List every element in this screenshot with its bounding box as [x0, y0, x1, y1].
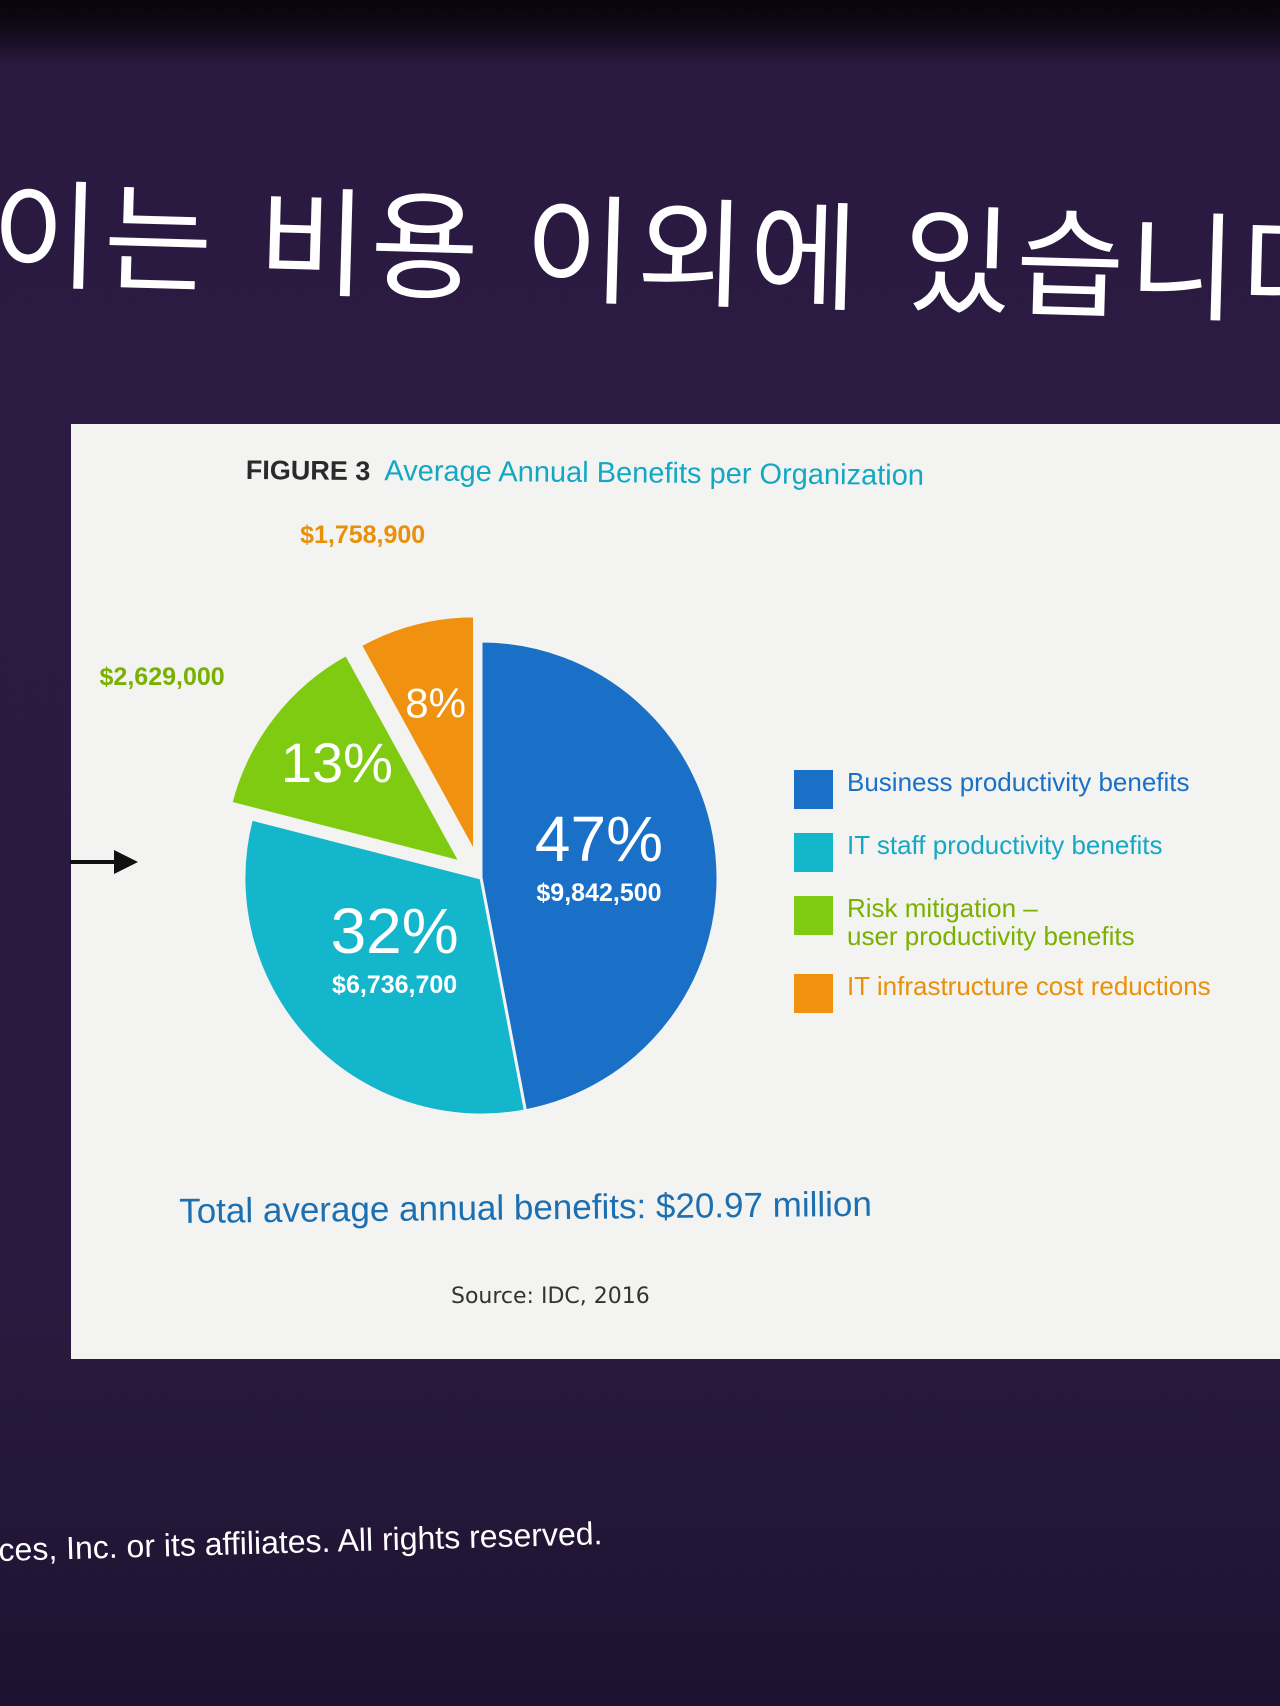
legend-swatch: [794, 833, 833, 872]
legend-label: Risk mitigation – user productivity bene…: [847, 893, 1135, 951]
slide-title: 이는 비용 이외에 있습니다.: [0, 166, 1280, 345]
percent-label-risk-mitigation: 13%: [281, 731, 393, 794]
value-label-it-infrastructure: $1,758,900: [300, 521, 425, 549]
pie-slice-business-productivity: [479, 639, 720, 1113]
source-note: Source: IDC, 2016: [451, 1284, 650, 1309]
legend-swatch: [794, 770, 833, 809]
legend-swatch: [794, 974, 833, 1013]
pie-slice-risk-mitigation: [229, 652, 464, 865]
value-label-it-staff-productivity: $6,736,700: [332, 971, 457, 999]
top-shadow: [0, 0, 1280, 60]
pie-chart: 47% $9,842,500 32% $6,736,700 13% $2,629,000 8…: [100, 521, 720, 1117]
legend-label: Business productivity benefits: [847, 767, 1190, 797]
pie-slice-it-infrastructure: [358, 614, 477, 854]
legend-label: IT staff productivity benefits: [847, 830, 1163, 860]
percent-label-business-productivity: 47%: [535, 803, 663, 875]
chart-legend: Business productivity benefits IT staff p…: [794, 768, 1280, 1035]
value-label-risk-mitigation: $2,629,000: [100, 663, 225, 691]
percent-label-it-infrastructure: 8%: [405, 679, 466, 726]
legend-item-business-productivity: Business productivity benefits: [794, 768, 1280, 809]
legend-item-it-staff-productivity: IT staff productivity benefits: [794, 831, 1280, 872]
percent-label-it-staff-productivity: 32%: [331, 895, 459, 967]
figure-card: FIGURE 3 Average Annual Benefits per Orga…: [71, 424, 1280, 1359]
value-label-business-productivity: $9,842,500: [536, 879, 661, 907]
pie-slice-it-staff-productivity: [242, 817, 528, 1117]
copyright-footer: ces, Inc. or its affiliates. All rights …: [0, 1515, 603, 1568]
legend-label: IT infrastructure cost reductions: [847, 971, 1211, 1001]
total-benefits: Total average annual benefits: $20.97 mi…: [179, 1184, 873, 1231]
legend-item-risk-mitigation: Risk mitigation – user productivity bene…: [794, 894, 1280, 950]
arrow-right-icon: [70, 850, 138, 874]
legend-swatch: [794, 896, 833, 935]
legend-item-it-infrastructure: IT infrastructure cost reductions: [794, 972, 1280, 1013]
